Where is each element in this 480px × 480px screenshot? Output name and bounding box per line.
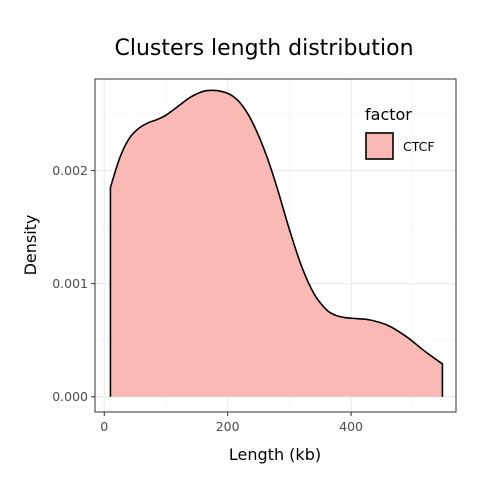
legend-key-ctcf [365, 132, 394, 160]
x-tick-label: 400 [339, 419, 363, 434]
plot-area [94, 78, 457, 413]
legend: factor CTCF [365, 105, 435, 160]
chart-title: Clusters length distribution [114, 36, 413, 61]
y-tick-label: 0.001 [52, 276, 88, 291]
x-axis-title: Length (kb) [229, 445, 321, 464]
panel-border [94, 78, 457, 413]
x-axis-ticks: 0 200 400 [100, 412, 363, 434]
y-axis-title: Density [21, 215, 40, 276]
x-tick-label: 200 [216, 419, 240, 434]
legend-label-ctcf: CTCF [403, 139, 435, 154]
series-ctcf-area [110, 90, 443, 397]
y-axis-ticks: 0.000 0.001 0.002 [52, 163, 95, 404]
y-tick-label: 0.000 [52, 389, 88, 404]
legend-title: factor [365, 105, 412, 124]
series-ctcf-line [109, 89, 444, 397]
x-tick-label: 0 [100, 419, 108, 434]
y-tick-label: 0.002 [52, 163, 88, 178]
